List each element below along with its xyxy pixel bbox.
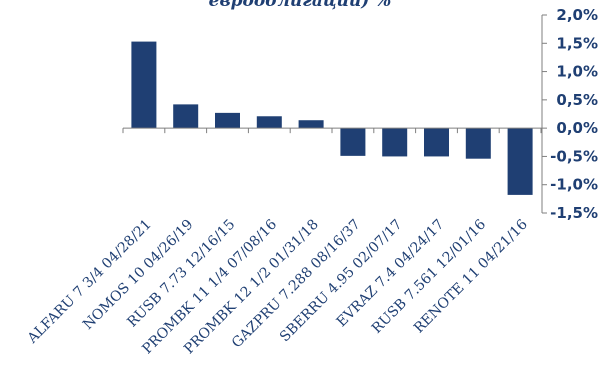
bar: [465, 128, 491, 159]
y-tick-label: 1,0%: [556, 63, 598, 81]
bar: [340, 128, 366, 156]
chart-title: еврооблигации) %: [208, 0, 392, 11]
axes-group: [122, 14, 547, 214]
y-tick-label: 2,0%: [556, 6, 598, 24]
bars-group: [131, 41, 533, 195]
bar: [256, 116, 282, 129]
bar: [131, 41, 157, 129]
bar: [173, 104, 199, 129]
y-tick-label: 1,5%: [556, 34, 598, 52]
y-tick-label: -1,5%: [550, 204, 598, 222]
y-tick-label: -0,5%: [550, 147, 598, 165]
y-tick-label: 0,0%: [556, 119, 598, 137]
bar: [507, 128, 533, 195]
y-tick-label: 0,5%: [556, 91, 598, 109]
bar: [298, 120, 324, 129]
y-tick-label: -1,0%: [550, 176, 598, 194]
bar: [382, 128, 408, 157]
bar: [424, 128, 449, 157]
y-tick-labels: 2,0% 1,5% 1,0% 0,5% 0,0% -0,5% -1,0% -1,5%: [550, 6, 598, 222]
bar: [215, 112, 240, 129]
